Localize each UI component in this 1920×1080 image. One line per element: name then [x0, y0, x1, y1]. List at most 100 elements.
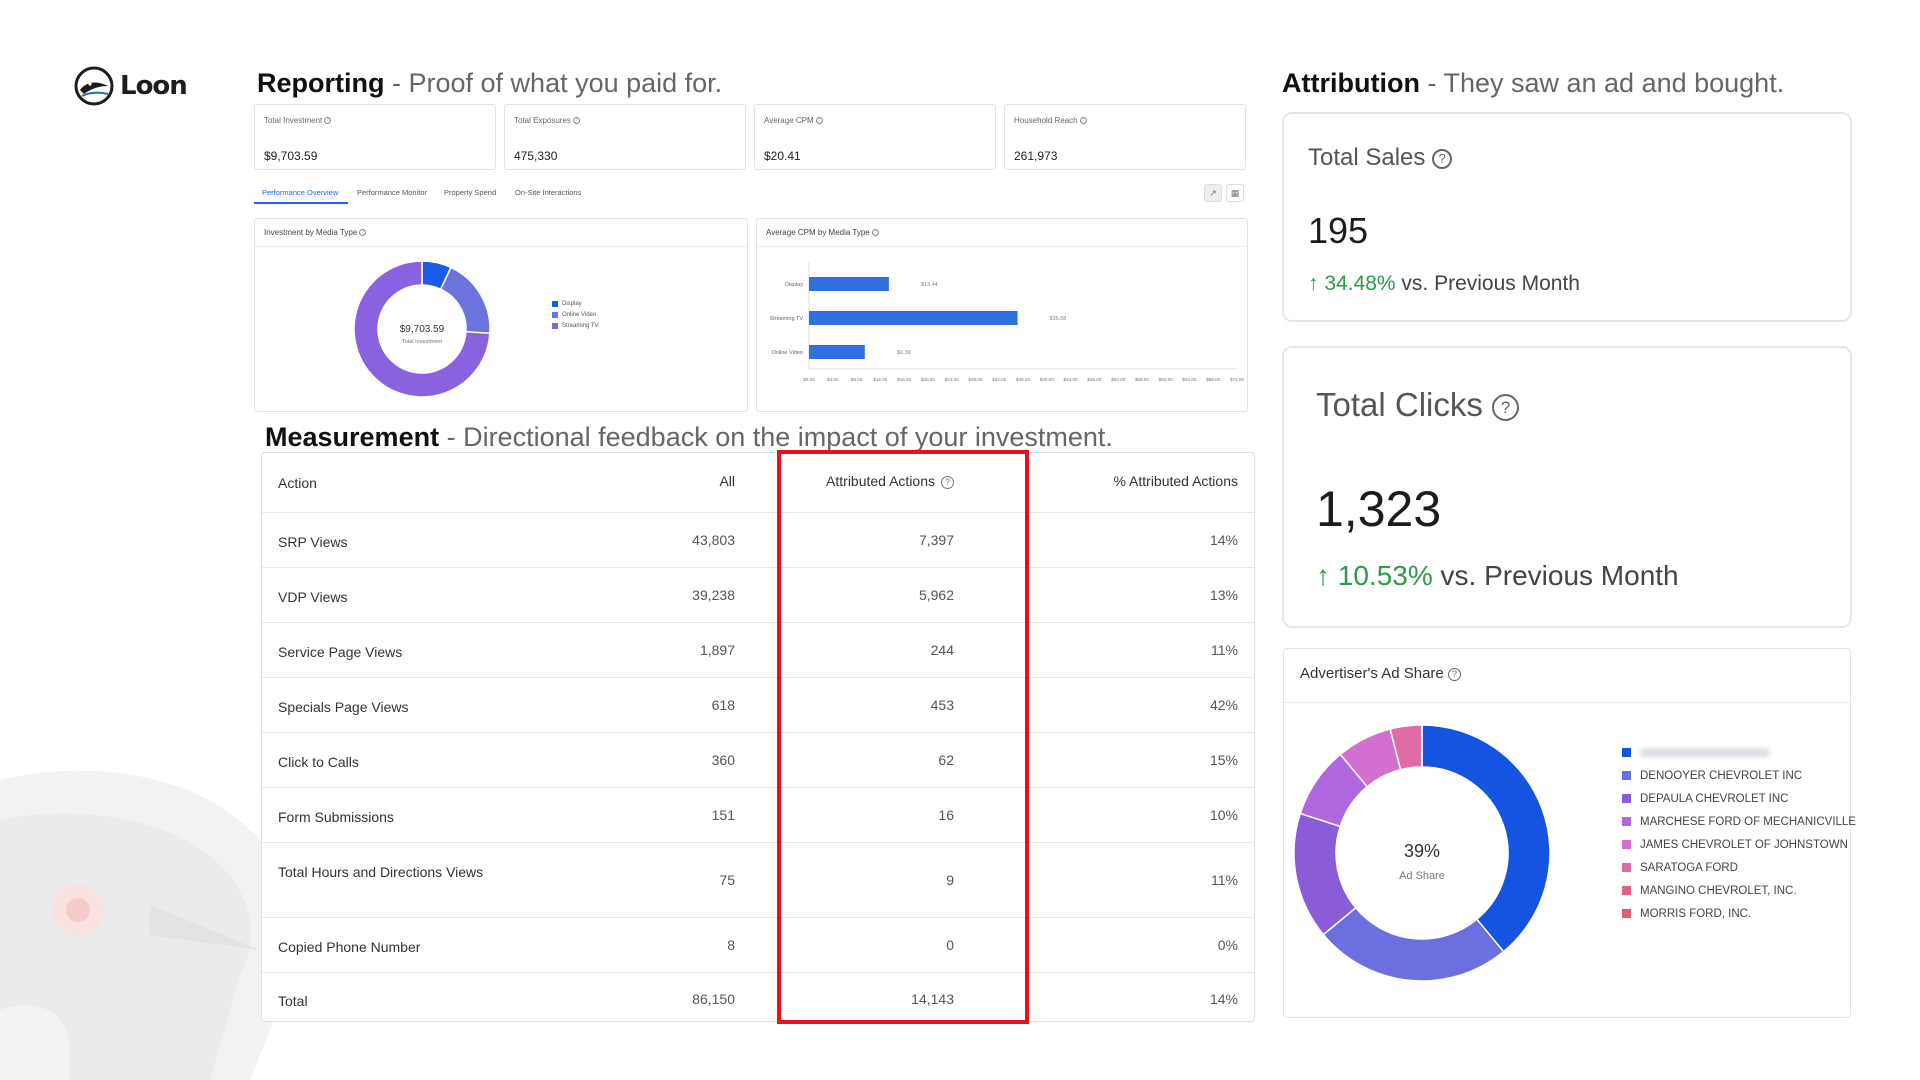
measurement-subtitle: - Directional feedback on the impact of … [439, 422, 1113, 452]
help-icon[interactable]: ? [1447, 667, 1461, 681]
legend-label: MARCHESE FORD OF MECHANICVILLE [1640, 815, 1856, 828]
cell-pct: 11% [1211, 872, 1238, 888]
help-icon[interactable]: ? [324, 117, 332, 125]
legend-item[interactable]: Streaming TV [552, 323, 599, 329]
ad-share-slice-1[interactable] [1322, 906, 1505, 982]
cell-all: 8 [727, 937, 735, 953]
tab-on-site-interactions[interactable]: On-Site Interactions [515, 188, 582, 197]
divider [1284, 702, 1850, 703]
x-tick-label: $12.00 [873, 377, 887, 382]
legend-item[interactable] [1622, 741, 1856, 764]
ad-share-slice-0[interactable] [1421, 724, 1551, 953]
help-icon[interactable]: ? [1492, 393, 1520, 421]
legend-label: Display [562, 301, 582, 307]
kpi-average-cpm: Average CPM? $20.41 [754, 104, 996, 170]
delta-percent: 10.53% [1337, 560, 1433, 591]
column-header-action: Action [278, 475, 317, 491]
help-icon[interactable]: ? [871, 229, 879, 237]
legend-label: MORRIS FORD, INC. [1640, 907, 1752, 920]
delta-label: vs. Previous Month [1395, 272, 1580, 295]
cell-action: Click to Calls [278, 754, 359, 770]
chart-view-icon[interactable]: ↗ [1204, 184, 1222, 202]
bar-category-label: Online Video [772, 350, 803, 356]
help-icon[interactable]: ? [941, 475, 954, 489]
legend-swatch [1622, 886, 1631, 895]
investment-slice-1[interactable] [439, 266, 491, 335]
cell-pct: 15% [1209, 752, 1238, 768]
donut-center-value: $9,703.59 [400, 324, 445, 335]
table-row: Total Hours and Directions Views 75 9 11% [262, 843, 1254, 918]
x-tick-label: $36.00 [1016, 377, 1030, 382]
tab-performance-monitor[interactable]: Performance Monitor [357, 188, 428, 197]
cpm-by-media-panel: Average CPM by Media Type? Display $13.44… [756, 218, 1248, 412]
legend-swatch [1622, 771, 1631, 780]
legend-label: JAMES CHEVROLET OF JOHNSTOWN [1640, 838, 1848, 851]
kpi-value: $9,703.59 [264, 149, 318, 163]
panel-title: Average CPM by Media Type [766, 228, 870, 237]
legend-item[interactable]: SARATOGA FORD [1622, 856, 1856, 879]
tab-property-spend[interactable]: Property Spend [444, 188, 497, 197]
loon-watermark [0, 770, 300, 1080]
ad-share-slice-2[interactable] [1293, 812, 1357, 936]
legend-item[interactable]: MANGINO CHEVROLET, INC. [1622, 879, 1856, 902]
total-sales-delta: ↑ 34.48% vs. Previous Month [1308, 272, 1580, 296]
investment-slice-2[interactable] [353, 260, 491, 398]
kpi-value: 475,330 [514, 149, 558, 163]
cell-action: SRP Views [278, 534, 348, 550]
bar[interactable] [809, 311, 1018, 325]
active-tab-indicator [254, 202, 348, 204]
cell-all: 75 [719, 872, 735, 888]
help-icon[interactable]: ? [815, 117, 823, 125]
table-view-icon[interactable]: ▦ [1226, 184, 1244, 202]
cell-pct: 13% [1209, 587, 1238, 603]
legend-item[interactable]: DEPAULA CHEVROLET INC [1622, 787, 1856, 810]
cell-attributed: 0 [946, 937, 954, 953]
ad-share-legend: DENOOYER CHEVROLET INC DEPAULA CHEVROLET … [1622, 741, 1856, 925]
legend-item[interactable]: Online Video [552, 312, 599, 318]
investment-by-media-panel: Investment by Media Type? $9,703.59 Tota… [254, 218, 748, 412]
x-tick-label: $44.00 [1064, 377, 1078, 382]
kpi-label: Total Exposures [514, 116, 571, 125]
help-icon[interactable]: ? [359, 229, 367, 237]
legend-swatch [1622, 748, 1631, 757]
reporting-title: Reporting [257, 68, 385, 98]
table-row: Service Page Views 1,897 244 11% [262, 623, 1254, 678]
cell-pct: 0% [1217, 937, 1238, 953]
panel-title: Investment by Media Type [264, 228, 358, 237]
cell-pct: 10% [1209, 807, 1238, 823]
cell-all: 151 [711, 807, 735, 823]
help-icon[interactable]: ? [1432, 148, 1453, 169]
kpi-label: Household Reach [1014, 116, 1078, 125]
x-tick-label: $16.00 [897, 377, 911, 382]
total-sales-label: Total Sales [1308, 144, 1426, 171]
legend-item[interactable]: DENOOYER CHEVROLET INC [1622, 764, 1856, 787]
redacted-advertiser-name [1640, 748, 1770, 757]
total-clicks-title: Total Clicks ? [1316, 386, 1520, 424]
legend-item[interactable]: Display [552, 301, 599, 307]
cell-attributed: 7,397 [918, 532, 954, 548]
legend-item[interactable]: MORRIS FORD, INC. [1622, 902, 1856, 925]
bar[interactable] [809, 345, 865, 359]
measurement-table: Action All Attributed Actions? % Attribu… [261, 452, 1255, 1022]
total-clicks-label: Total Clicks [1316, 386, 1483, 423]
kpi-total-investment: Total Investment? $9,703.59 [254, 104, 496, 170]
bar-category-label: Streaming TV [769, 316, 803, 322]
legend-item[interactable]: MARCHESE FORD OF MECHANICVILLE [1622, 810, 1856, 833]
x-tick-label: $48.00 [1087, 377, 1101, 382]
investment-donut-chart: $9,703.59 Total Investment [353, 260, 491, 398]
ad-share-slice-5[interactable] [1389, 724, 1423, 771]
cell-attributed: 5,962 [918, 587, 954, 603]
attributed-actions-highlight [777, 450, 1029, 1024]
tab-performance-overview[interactable]: Performance Overview [262, 188, 339, 197]
ad-share-label: Advertiser's Ad Share [1300, 665, 1444, 682]
legend-item[interactable]: JAMES CHEVROLET OF JOHNSTOWN [1622, 833, 1856, 856]
total-clicks-value: 1,323 [1316, 481, 1442, 537]
cell-pct: 14% [1209, 991, 1238, 1007]
cell-all: 86,150 [692, 991, 735, 1007]
help-icon[interactable]: ? [572, 117, 580, 125]
column-header-attributed-label: Attributed Actions [826, 473, 935, 489]
bar[interactable] [809, 277, 889, 291]
delta-percent: 34.48% [1324, 272, 1396, 295]
help-icon[interactable]: ? [1079, 117, 1087, 125]
cell-action: Service Page Views [278, 644, 403, 660]
